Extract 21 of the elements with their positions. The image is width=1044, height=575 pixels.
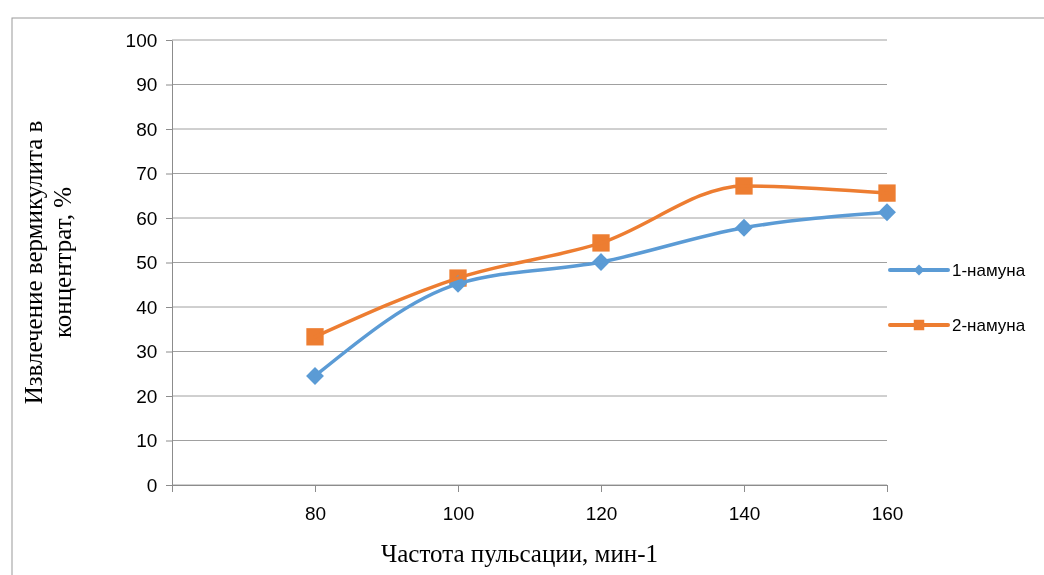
point [878, 184, 896, 202]
legend-label: 2-намуна [952, 315, 1026, 335]
x-tick-label: 140 [728, 502, 761, 524]
x-tick-label: 120 [585, 502, 618, 524]
y-tick-label: 50 [136, 252, 158, 274]
y-tick-label: 60 [136, 207, 158, 229]
legend-label: 1-намуна [952, 260, 1026, 280]
y-tick-label: 30 [136, 341, 158, 363]
y-tick-label: 80 [136, 118, 158, 140]
y-tick-label: 90 [136, 74, 158, 96]
x-tick-label: 80 [304, 502, 327, 524]
x-tick-label: 100 [442, 502, 475, 524]
x-tick-label: 160 [871, 502, 904, 524]
y-tick-label: 0 [146, 474, 158, 496]
y-axis-title: Извлечение вермикулита в концентрат, % [20, 120, 76, 405]
y-tick-label: 100 [125, 29, 158, 51]
y-tick-label: 20 [136, 385, 158, 407]
y-tick-label: 70 [136, 163, 158, 185]
x-axis-title: Частота пульсации, мин-1 [381, 540, 658, 567]
y-tick-label: 10 [136, 430, 158, 452]
y-tick-label: 40 [136, 296, 158, 318]
